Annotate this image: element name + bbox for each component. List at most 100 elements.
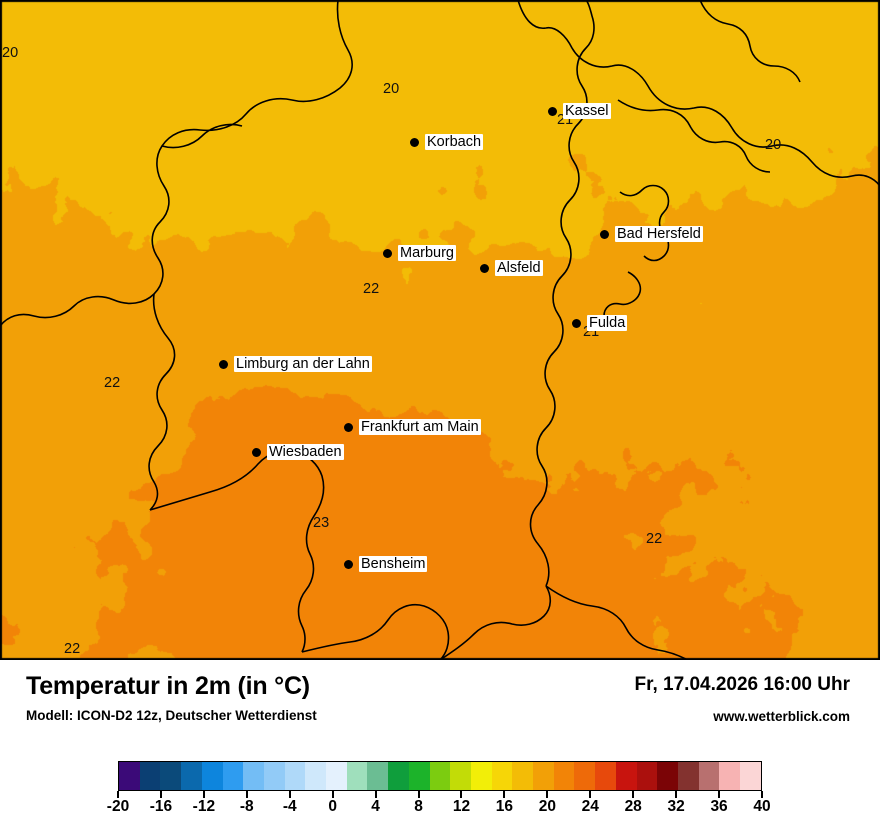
scale-tick [675, 791, 678, 798]
scale-tick [202, 791, 205, 798]
city-marker[interactable]: Bad Hersfeld [600, 226, 703, 242]
city-label: Limburg an der Lahn [234, 356, 372, 372]
scale-tick [589, 791, 592, 798]
scale-tick-label: 12 [452, 798, 471, 815]
scale-tick-label: 24 [581, 798, 599, 815]
color-swatch [636, 762, 658, 790]
color-swatch [222, 762, 244, 790]
scale-tick-label: -20 [106, 798, 130, 815]
scale-tick-label: 0 [328, 798, 337, 815]
color-swatch [284, 762, 306, 790]
scale-tick [331, 791, 334, 798]
scale-tick-label: 4 [371, 798, 380, 815]
scale-tick [460, 791, 463, 798]
color-swatch [346, 762, 368, 790]
color-swatch [533, 762, 554, 790]
color-swatch [698, 762, 720, 790]
color-swatch [470, 762, 492, 790]
city-label: Marburg [398, 245, 456, 261]
scale-tick [632, 791, 635, 798]
scale-tick-label: -16 [149, 798, 173, 815]
city-marker[interactable]: Frankfurt am Main [344, 419, 481, 435]
city-marker[interactable]: Alsfeld [480, 260, 543, 276]
contour-label: 22 [64, 641, 81, 657]
contour-label: 22 [363, 281, 380, 297]
color-swatch [367, 762, 389, 790]
city-marker[interactable]: Korbach [410, 134, 484, 150]
color-scale-ticks [117, 791, 763, 799]
color-swatch [574, 762, 596, 790]
color-swatch [243, 762, 264, 790]
temperature-map[interactable]: 20 20 21 20 22 21 22 23 22 22 Kassel Korbach Bad Her… [0, 0, 880, 660]
valid-time: Fr, 17.04.2026 16:00 Uhr [634, 674, 850, 695]
color-swatch [719, 762, 741, 790]
city-marker[interactable]: Kassel [548, 103, 611, 119]
city-dot-icon [480, 263, 489, 273]
city-label: Bad Hersfeld [615, 226, 703, 242]
color-swatch [201, 762, 223, 790]
scale-tick-label: -4 [282, 798, 297, 815]
city-dot-icon [219, 359, 228, 369]
color-scale-tick-labels: -20 -16 -12 -8 -4 0 4 8 12 16 20 24 28 32 36 40 [0, 798, 880, 822]
color-swatch [388, 762, 409, 790]
city-dot-icon [383, 248, 392, 258]
contour-label: 23 [313, 515, 330, 531]
scale-tick [245, 791, 248, 798]
city-marker[interactable]: Marburg [383, 245, 456, 261]
temperature-field-canvas [0, 0, 880, 660]
city-dot-icon [252, 447, 261, 457]
city-dot-icon [410, 137, 419, 147]
color-swatch [657, 762, 678, 790]
color-swatch [119, 762, 140, 790]
color-swatch [181, 762, 202, 790]
city-marker[interactable]: Limburg an der Lahn [219, 356, 372, 372]
color-swatch [595, 762, 616, 790]
color-swatch [429, 762, 451, 790]
color-swatch [139, 762, 161, 790]
contour-label: 22 [104, 375, 121, 391]
color-swatch [677, 762, 699, 790]
scale-tick [288, 791, 291, 798]
city-marker[interactable]: Fulda [572, 315, 628, 331]
scale-tick [374, 791, 377, 798]
city-dot-icon [344, 559, 353, 569]
scale-tick-label: 36 [710, 798, 728, 815]
city-label: Korbach [425, 134, 484, 150]
scale-tick-label: -12 [192, 798, 216, 815]
scale-tick-label: 20 [538, 798, 556, 815]
city-label: Frankfurt am Main [359, 419, 481, 435]
contour-label: 20 [2, 45, 19, 61]
color-swatch [450, 762, 471, 790]
map-label-overlay: 20 20 21 20 22 21 22 23 22 22 Kassel Korbach Bad Her… [2, 45, 781, 657]
scale-tick [117, 791, 119, 798]
color-swatch [615, 762, 637, 790]
scale-tick [718, 791, 721, 798]
scale-tick [761, 791, 763, 798]
color-swatch [305, 762, 327, 790]
website-label: www.wetterblick.com [713, 709, 850, 724]
color-scale-bar [118, 761, 762, 791]
contour-label: 22 [646, 531, 663, 547]
color-swatch [491, 762, 513, 790]
scale-tick-label: 8 [414, 798, 423, 815]
administrative-borders [0, 0, 880, 660]
color-swatch [553, 762, 575, 790]
city-marker[interactable]: Bensheim [344, 556, 428, 572]
scale-tick [159, 791, 162, 798]
city-dot-icon [600, 229, 609, 239]
color-swatch [512, 762, 534, 790]
city-dot-icon [344, 422, 353, 432]
scale-tick-label: 40 [753, 798, 771, 815]
scale-tick-label: -8 [239, 798, 254, 815]
city-label: Bensheim [359, 556, 428, 572]
city-marker[interactable]: Wiesbaden [252, 444, 344, 460]
color-swatch [408, 762, 430, 790]
scale-tick-label: 32 [667, 798, 685, 815]
color-swatch [160, 762, 182, 790]
model-subtitle: Modell: ICON-D2 12z, Deutscher Wetterdie… [26, 708, 317, 723]
scale-tick [503, 791, 506, 798]
title-block: Temperatur in 2m (in °C) Modell: ICON-D2… [0, 660, 880, 740]
color-scale-legend: -20 -16 -12 -8 -4 0 4 8 12 16 20 24 28 32 36 40 [0, 745, 880, 830]
city-label: Fulda [587, 315, 628, 331]
